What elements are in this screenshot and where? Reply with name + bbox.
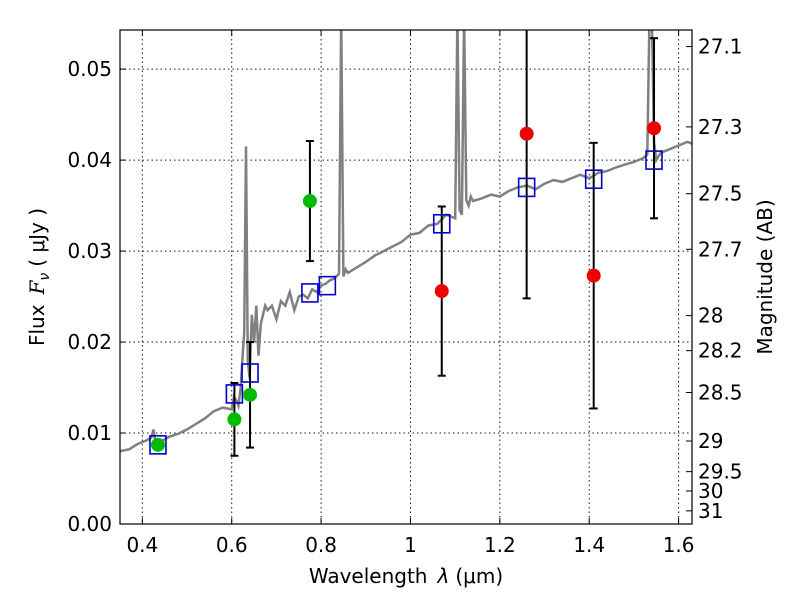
model-box-marker xyxy=(225,384,244,404)
model-photometry-boxes xyxy=(149,150,663,455)
y-axis-label-unit: ( μJy ) xyxy=(25,208,49,267)
y-tick-label: 0.05 xyxy=(67,57,112,81)
x-tick-label: 1 xyxy=(404,533,417,557)
red-data-point xyxy=(647,121,662,136)
y-tick-label: 0.03 xyxy=(67,239,112,263)
y-tick-label: 0.00 xyxy=(67,512,112,536)
green-data-point xyxy=(150,437,165,452)
model-box-marker xyxy=(318,275,337,296)
model-box-marker xyxy=(149,435,167,455)
y2-tick-label: 27.3 xyxy=(698,115,743,139)
y2-tick-label: 29 xyxy=(698,429,723,453)
y2-tick-label: 27.5 xyxy=(698,182,743,206)
y-axis-ticks: 0.00 0.01 0.02 0.03 0.04 0.05 xyxy=(67,57,126,536)
y-axis-label-text: Flux xyxy=(25,304,49,346)
y-tick-label: 0.01 xyxy=(67,421,112,445)
x-tick-label: 0.6 xyxy=(216,533,248,557)
y2-tick-label: 27.1 xyxy=(698,35,743,59)
x-tick-label: 0.8 xyxy=(305,533,337,557)
red-data-point xyxy=(586,268,601,283)
observed-points xyxy=(150,121,662,452)
x-axis-label-symbol: λ xyxy=(437,564,450,588)
y2-axis-label: Magnitude (AB) xyxy=(753,199,777,354)
x-tick-label: 1.6 xyxy=(663,533,695,557)
green-data-point xyxy=(302,194,317,209)
model-box-marker xyxy=(301,283,319,303)
y2-tick-label: 28 xyxy=(698,304,723,328)
model-box-marker xyxy=(584,169,603,190)
green-data-point xyxy=(227,412,242,427)
green-data-point xyxy=(243,387,258,402)
model-box-marker xyxy=(645,150,663,170)
plot-area xyxy=(120,30,692,457)
x-axis-label-text: Wavelength xyxy=(309,564,428,588)
y2-tick-label: 27.7 xyxy=(698,237,743,261)
model-box-marker xyxy=(241,363,259,383)
y2-tick-label: 28.2 xyxy=(698,339,743,363)
y2-tick-label: 31 xyxy=(698,499,723,523)
y-tick-label: 0.04 xyxy=(67,148,112,172)
x-axis-label-unit: (μm) xyxy=(455,564,503,588)
x-tick-label: 1.4 xyxy=(573,533,605,557)
plot-frame xyxy=(119,29,693,525)
y2-tick-label: 30 xyxy=(698,479,723,503)
x-tick-label: 1.2 xyxy=(484,533,516,557)
red-data-point xyxy=(519,126,534,141)
y2-tick-label: 28.5 xyxy=(698,380,743,404)
x-tick-label: 0.4 xyxy=(126,533,158,557)
model-box-marker xyxy=(432,213,451,234)
x-axis-label: Wavelength λ (μm) xyxy=(309,564,503,588)
y-tick-label: 0.02 xyxy=(67,330,112,354)
y-axis-label-subscript: ν xyxy=(37,273,53,281)
red-data-point xyxy=(434,284,449,299)
x-axis-ticks: 0.4 0.6 0.8 1 1.2 1.4 1.6 xyxy=(126,30,695,557)
y-axis-label: Flux Fν ( μJy ) xyxy=(25,208,53,346)
model-box-marker xyxy=(517,177,536,198)
y2-tick-label: 29.5 xyxy=(698,460,743,484)
y-axis-label-symbol: F xyxy=(25,279,49,295)
